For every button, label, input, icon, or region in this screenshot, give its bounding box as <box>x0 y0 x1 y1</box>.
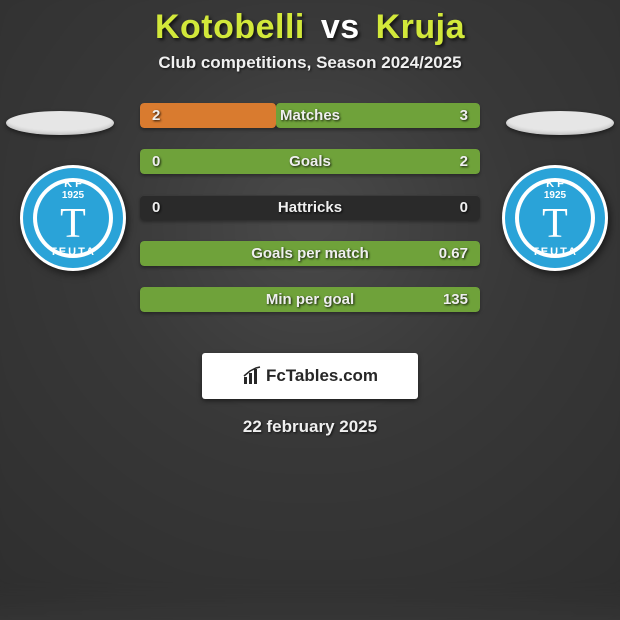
stat-fill-left <box>140 103 276 128</box>
badge-year: 1925 <box>544 190 567 201</box>
club-badge-left: K F 1925 T TEUTA <box>18 163 128 273</box>
shield-icon: K F 1925 T TEUTA <box>500 163 610 273</box>
stat-value-right: 2 <box>460 153 468 170</box>
stat-value-right: 135 <box>443 291 468 308</box>
badge-letter: T <box>542 201 568 247</box>
badge-top-text: K F <box>546 178 564 190</box>
stat-value-right: 3 <box>460 107 468 124</box>
stat-rows: 2 Matches 3 0 Goals 2 0 Hattricks 0 Goals per mat… <box>140 103 480 312</box>
stat-value-left: 0 <box>152 199 160 216</box>
club-badge-right: K F 1925 T TEUTA <box>500 163 610 273</box>
stat-value-right: 0 <box>460 199 468 216</box>
stat-row: 2 Matches 3 <box>140 103 480 128</box>
title-vs: vs <box>321 8 360 46</box>
shadow-ellipse-right <box>506 111 614 135</box>
stat-label: Matches <box>280 107 340 124</box>
infographic-container: Kotobelli vs Kruja Club competitions, Se… <box>0 0 620 580</box>
brand-box[interactable]: FcTables.com <box>202 353 418 399</box>
badge-top-text: K F <box>64 178 82 190</box>
stat-label: Hattricks <box>278 199 342 216</box>
badge-club: TEUTA <box>50 246 96 258</box>
stat-label: Goals per match <box>251 245 369 262</box>
stat-row: 0 Hattricks 0 <box>140 195 480 220</box>
title-team-b: Kruja <box>376 8 465 46</box>
stat-row: Goals per match 0.67 <box>140 241 480 266</box>
badge-letter: T <box>60 201 86 247</box>
stats-area: K F 1925 T TEUTA K F 1925 T TEUTA 2 Match… <box>0 103 620 333</box>
title-team-a: Kotobelli <box>155 8 305 46</box>
badge-year: 1925 <box>62 190 85 201</box>
badge-club: TEUTA <box>532 246 578 258</box>
stat-row: 0 Goals 2 <box>140 149 480 174</box>
stat-value-left: 0 <box>152 153 160 170</box>
brand-text: FcTables.com <box>266 366 378 386</box>
shadow-ellipse-left <box>6 111 114 135</box>
stat-row: Min per goal 135 <box>140 287 480 312</box>
page-title: Kotobelli vs Kruja <box>0 8 620 47</box>
bar-chart-icon <box>242 366 262 386</box>
stat-value-right: 0.67 <box>439 245 468 262</box>
infographic-date: 22 february 2025 <box>0 417 620 437</box>
stat-label: Goals <box>289 153 331 170</box>
shield-icon: K F 1925 T TEUTA <box>18 163 128 273</box>
subtitle: Club competitions, Season 2024/2025 <box>0 53 620 73</box>
stat-value-left: 2 <box>152 107 160 124</box>
stat-label: Min per goal <box>266 291 354 308</box>
